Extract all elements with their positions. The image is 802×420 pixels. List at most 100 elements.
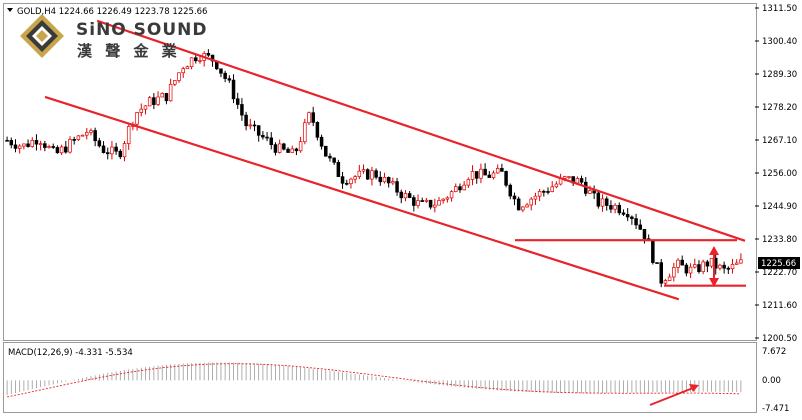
candle-body [684,264,689,274]
candle-body [147,97,152,107]
candle-body [55,147,60,154]
candle [261,131,265,140]
candle [252,120,257,132]
main-panel-border [3,3,757,341]
candle [332,157,336,166]
current-price-tag: 1225.66 [758,257,800,269]
candle-body [567,176,571,178]
candle-body [495,168,500,174]
candle [365,168,370,180]
company-logo: SiNO SOUND 漢 聲 金 業 [20,14,207,60]
candle [546,187,550,195]
candle-body [525,204,529,208]
candle-body [491,172,496,178]
candle-body [479,168,483,179]
candle-body [504,171,508,186]
candle-body [231,79,236,100]
candle-body [22,143,26,147]
candle-body [621,212,626,215]
candle [38,140,43,151]
candle [202,51,206,67]
candle-body [164,93,169,102]
candle [47,144,51,149]
candle-body [433,204,437,208]
candle [265,131,269,142]
candle-body [244,114,248,127]
macd-axis-zero: 0.00 [762,376,781,386]
symbol-info: GOLD,H4 1224.66 1226.49 1223.78 1225.66 [17,7,207,17]
candle [709,257,714,269]
candle-body [634,218,638,226]
candle [567,176,571,180]
candle-body [269,137,274,145]
candle [462,181,466,191]
candle-body [588,190,592,194]
candle-body [391,181,395,184]
candle-body [256,125,261,136]
candle-body [550,186,554,192]
candle [311,106,315,127]
candle-body [206,52,211,56]
candle [59,144,64,156]
candle-body [80,134,85,137]
candle-body [739,259,743,264]
candle [504,170,508,188]
candle [600,194,605,212]
candle [374,168,378,180]
candle-body [13,144,18,149]
candle-body [542,190,546,193]
candle [173,80,177,87]
upper-channel-line [96,19,746,242]
candle [294,147,299,156]
candle-body [667,276,672,281]
candle-body [277,143,282,153]
candle [152,93,156,110]
macd-signal-line [7,363,741,398]
candle [160,92,164,98]
candle-body [428,199,433,208]
candle [416,194,420,209]
candle [516,196,521,211]
candle [68,136,72,154]
candle [474,171,479,184]
candle-body [487,174,492,178]
candle [609,200,613,213]
candle-body [139,108,144,113]
candle-body [420,200,424,202]
candle-body [168,83,173,102]
candle [579,175,584,186]
candle-body [344,182,349,185]
candle [529,197,533,211]
candle-body [374,170,378,178]
candle [282,142,286,151]
price-axis-label: 1200.50 [762,334,797,344]
candle-body [298,141,303,152]
candle [437,196,441,206]
candle-body [152,97,156,105]
candle [420,197,424,202]
candle-body [93,130,97,142]
price-axis-label: 1256.00 [762,169,797,179]
candle-body [126,126,131,144]
candle [361,164,366,174]
candle [13,139,18,153]
range-arrow-annotation [709,246,719,287]
candle-body [441,198,445,201]
candle-body [500,168,504,172]
candle [198,55,202,64]
candle [227,75,232,83]
candle-body [546,191,550,193]
candle [307,111,311,125]
candle-body [575,178,580,184]
candle-body [303,122,307,143]
candle-body [529,198,533,206]
chart-menu-icon[interactable] [7,8,13,12]
candle [185,65,190,70]
candle [512,192,517,206]
candle-body [508,184,513,197]
candle-body [353,176,357,180]
candle [701,259,705,275]
candle [17,144,22,154]
